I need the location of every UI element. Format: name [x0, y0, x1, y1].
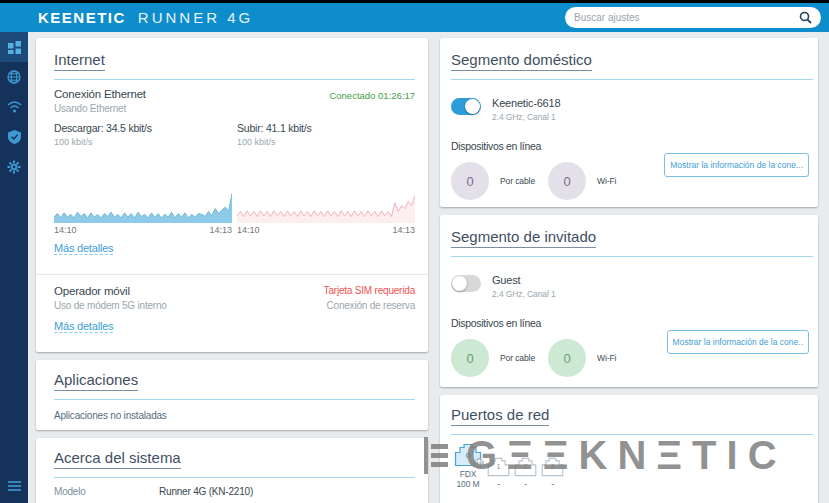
- gear-icon: [7, 160, 21, 174]
- sidebar-item-dashboard[interactable]: [0, 32, 28, 62]
- guest-wifi-toggle[interactable]: [451, 275, 481, 292]
- applications-card: Aplicaciones Aplicaciones no instaladas: [36, 360, 428, 430]
- applications-card-title[interactable]: Aplicaciones: [54, 371, 138, 391]
- port-0-speed: 100 M: [451, 480, 485, 490]
- guest-devices-label: Dispositivos en línea: [451, 317, 813, 329]
- internet-card-title[interactable]: Internet: [54, 51, 105, 71]
- divider: [54, 399, 415, 400]
- divider: [451, 434, 813, 435]
- guest-wifi-label: Wi-Fi: [597, 353, 616, 363]
- guest-segment-title[interactable]: Segmento de invitado: [451, 228, 596, 248]
- mobile-connection-name: Operador móvil: [54, 285, 167, 297]
- home-segment-card: Segmento doméstico Keenetic-6618 2.4 GHz…: [440, 38, 818, 207]
- guest-wifi-count: 0: [548, 339, 586, 377]
- ethernet-port-icon: 2: [514, 457, 537, 477]
- svg-text:3: 3: [550, 462, 554, 471]
- download-label: Descargar: 34.5 kbit/s: [54, 122, 232, 134]
- about-row-model: Modelo Runner 4G (KN-2210): [54, 486, 415, 497]
- port-2[interactable]: 2 -: [512, 457, 539, 490]
- download-time-end: 14:13: [209, 225, 232, 235]
- search-icon[interactable]: [799, 11, 812, 24]
- divider: [54, 79, 415, 80]
- download-chart: Descargar: 34.5 kbit/s 100 kbit/s 14:10 …: [54, 122, 232, 235]
- sidebar-item-internet[interactable]: [0, 62, 28, 92]
- device-model-title: RUNNER 4G: [138, 9, 253, 26]
- home-wifi-toggle[interactable]: [451, 98, 481, 115]
- home-channel: 2.4 GHz, Canal 1: [492, 112, 560, 122]
- upload-time-end: 14:13: [392, 225, 415, 235]
- upload-sparkline: [237, 151, 415, 223]
- dashboard-icon: [8, 41, 21, 54]
- sidebar-menu-toggle[interactable]: [0, 473, 28, 499]
- download-scale: 100 kbit/s: [54, 137, 232, 147]
- brand-logo: KEENETIC: [38, 9, 126, 26]
- mobile-status-secondary: Conexión de reserva: [324, 300, 415, 311]
- guest-wired-label: Por cable: [500, 353, 535, 363]
- download-sparkline: [54, 151, 232, 223]
- svg-text:2: 2: [523, 462, 527, 471]
- top-bar: KEENETIC RUNNER 4G: [0, 3, 829, 32]
- ethernet-port-icon: 1: [487, 457, 510, 477]
- sidebar: [0, 32, 28, 503]
- guest-channel: 2.4 GHz, Canal 1: [492, 289, 556, 299]
- guest-show-info-button[interactable]: Mostrar la información de la cone..: [667, 330, 809, 354]
- sidebar-item-security[interactable]: [0, 122, 28, 152]
- wifi-icon: [7, 101, 22, 113]
- ethernet-connection-sub: Usando Ethernet: [54, 103, 146, 114]
- port-globe-badge: [474, 458, 484, 468]
- divider: [36, 274, 428, 275]
- ports-card-title[interactable]: Puertos de red: [451, 406, 549, 426]
- shield-check-icon: [8, 130, 21, 144]
- port-3[interactable]: 3 -: [539, 457, 566, 490]
- download-time-start: 14:10: [54, 225, 77, 235]
- upload-scale: 100 kbit/s: [237, 137, 415, 147]
- home-segment-title[interactable]: Segmento doméstico: [451, 51, 592, 71]
- upload-time-start: 14:10: [237, 225, 260, 235]
- guest-segment-card: Segmento de invitado Guest 2.4 GHz, Cana…: [440, 215, 818, 387]
- port-1[interactable]: 1 -: [485, 457, 512, 490]
- about-model-label: Modelo: [54, 486, 159, 497]
- svg-text:0: 0: [466, 451, 471, 460]
- divider: [451, 256, 813, 257]
- sidebar-item-wifi[interactable]: [0, 92, 28, 122]
- port-0[interactable]: 0 FDX 100 M: [451, 443, 485, 489]
- svg-text:1: 1: [496, 462, 500, 471]
- home-wifi-count: 0: [548, 162, 586, 200]
- ethernet-status: Conectado 01:26:17: [329, 90, 415, 114]
- mobile-status: Tarjeta SIM requerida: [324, 285, 415, 296]
- upload-label: Subir: 41.1 kbit/s: [237, 122, 415, 134]
- guest-wired-count: 0: [451, 339, 489, 377]
- ethernet-port-icon: 3: [541, 457, 564, 477]
- port-3-status: -: [539, 480, 566, 490]
- internet-card: Internet Conexión Ethernet Usando Ethern…: [36, 38, 428, 352]
- about-system-card: Acerca del sistema Modelo Runner 4G (KN-…: [36, 438, 428, 503]
- home-devices-label: Dispositivos en línea: [451, 140, 813, 152]
- sidebar-item-settings[interactable]: [0, 152, 28, 182]
- guest-ssid: Guest: [492, 274, 556, 286]
- search-box[interactable]: [565, 7, 821, 28]
- upload-chart: Subir: 41.1 kbit/s 100 kbit/s 14:10 14:1…: [237, 122, 415, 235]
- divider: [451, 79, 813, 80]
- mobile-more-details-link[interactable]: Más detalles: [54, 320, 113, 333]
- globe-icon: [7, 70, 21, 84]
- network-ports-card: Puertos de red 0 FDX 100 M: [440, 395, 818, 503]
- port-2-status: -: [512, 480, 539, 490]
- mobile-connection-sub: Uso de módem 5G interno: [54, 300, 167, 311]
- home-wired-label: Por cable: [500, 176, 535, 186]
- home-ssid: Keenetic-6618: [492, 97, 560, 109]
- home-wifi-label: Wi-Fi: [597, 176, 616, 186]
- search-input[interactable]: [574, 12, 799, 23]
- ethernet-connection-name: Conexión Ethernet: [54, 88, 146, 100]
- applications-empty-text: Aplicaciones no instaladas: [54, 410, 415, 421]
- about-card-title[interactable]: Acerca del sistema: [54, 449, 181, 469]
- ethernet-more-details-link[interactable]: Más detalles: [54, 242, 113, 255]
- home-show-info-button[interactable]: Mostrar la información de la cone...: [664, 153, 809, 177]
- divider: [54, 477, 415, 478]
- menu-icon: [8, 481, 21, 491]
- home-wired-count: 0: [451, 162, 489, 200]
- port-1-status: -: [485, 480, 512, 490]
- about-model-value: Runner 4G (KN-2210): [159, 486, 253, 497]
